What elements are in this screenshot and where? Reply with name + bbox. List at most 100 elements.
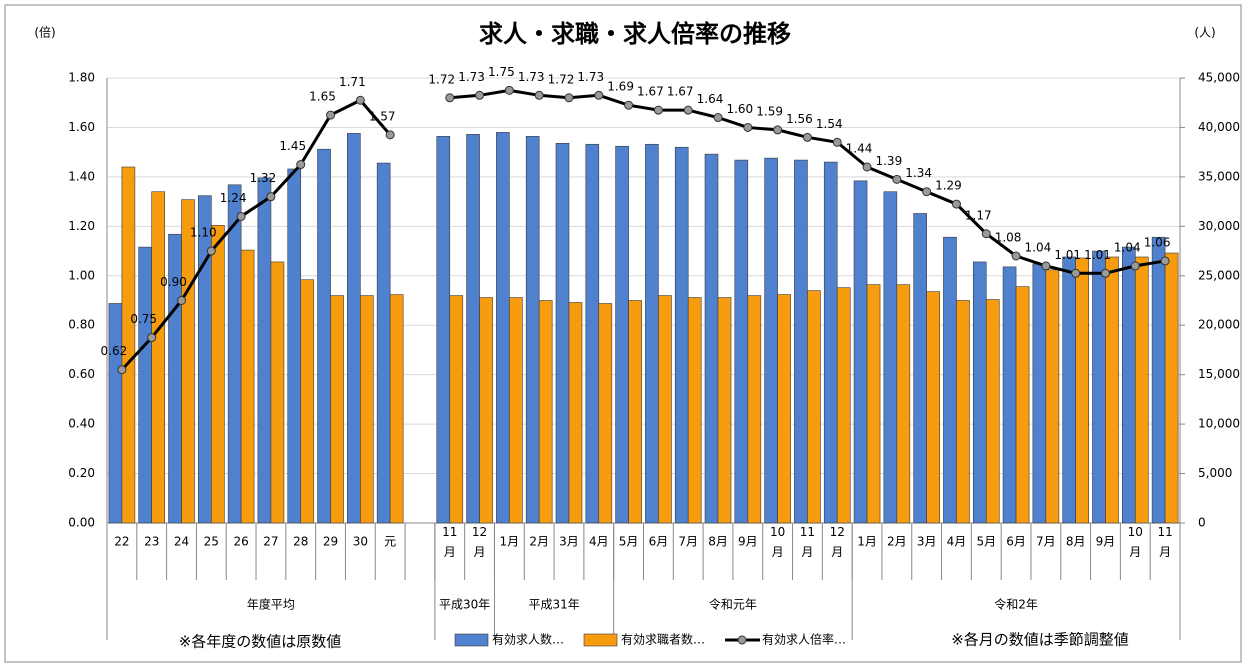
data-label: 1.71 <box>339 75 366 89</box>
data-label: 1.24 <box>220 191 247 205</box>
line-marker <box>236 211 246 221</box>
y-tick-label: 1.20 <box>68 219 95 233</box>
y2-tick-label: 40,000 <box>1198 120 1240 134</box>
bar <box>525 136 540 524</box>
bar <box>658 295 672 524</box>
bar <box>108 303 123 524</box>
x-tick-label: 2月 <box>529 535 549 549</box>
bar <box>836 287 851 524</box>
x-tick-label: 10 月 <box>770 525 785 559</box>
group-label: 令和元年 <box>709 597 757 612</box>
bar <box>347 133 361 524</box>
bar <box>615 145 629 524</box>
data-label: 1.75 <box>488 65 515 79</box>
bar <box>360 295 374 524</box>
y2-tick-label: 25,000 <box>1198 268 1240 282</box>
bar <box>538 300 553 524</box>
x-tick-label: 11 月 <box>800 525 815 559</box>
data-label: 1.59 <box>756 104 783 118</box>
bar <box>628 300 642 524</box>
data-label: 1.39 <box>875 154 902 168</box>
line-marker <box>892 174 902 184</box>
bar <box>1151 236 1166 524</box>
x-tick-label: 5月 <box>619 535 639 549</box>
x-tick-label: 29 <box>323 535 338 549</box>
x-tick-label: 8月 <box>708 535 728 549</box>
bar <box>121 166 136 524</box>
bar <box>317 148 331 524</box>
bar <box>913 213 927 524</box>
x-tick-label: 26 <box>233 535 248 549</box>
bar <box>943 236 957 524</box>
data-label: 1.56 <box>786 112 813 126</box>
bar <box>747 295 762 524</box>
bar <box>138 246 153 524</box>
bar <box>985 299 1000 524</box>
data-label: 1.08 <box>995 231 1022 245</box>
x-tick-label: 4月 <box>947 535 967 549</box>
bar <box>300 279 315 524</box>
bar <box>568 302 583 524</box>
bar <box>1134 256 1149 524</box>
bar <box>1075 257 1089 524</box>
bar <box>211 225 225 524</box>
bar <box>598 303 613 524</box>
line-marker <box>713 113 723 123</box>
y-tick-label: 1.80 <box>68 71 95 85</box>
bar <box>449 295 464 524</box>
y-tick-label: 1.60 <box>68 120 95 134</box>
bar <box>585 143 600 524</box>
x-tick-label: 7月 <box>1036 535 1056 549</box>
y-tick-label: 0.20 <box>68 466 95 480</box>
x-tick-label: 3月 <box>917 535 937 549</box>
data-label: 1.60 <box>726 102 753 116</box>
line-marker <box>326 110 336 120</box>
bar <box>972 261 987 524</box>
line-marker <box>147 333 157 343</box>
group-label: 平成30年 <box>439 598 490 612</box>
note: ※各月の数値は季節調整値 <box>951 631 1129 649</box>
bar <box>389 294 404 524</box>
data-label: 0.90 <box>160 275 187 289</box>
bar <box>1015 286 1030 524</box>
bar <box>777 294 791 524</box>
y2-tick-label: 35,000 <box>1198 169 1240 183</box>
bar <box>956 300 970 524</box>
legend-label: 有効求人倍率… <box>762 632 846 647</box>
x-tick-label: 12 月 <box>830 525 845 559</box>
line-marker <box>355 95 365 105</box>
legend-label: 有効求職者数… <box>621 632 705 647</box>
data-label: 1.45 <box>279 139 306 153</box>
x-tick-label: 4月 <box>589 535 609 549</box>
bar <box>1045 269 1060 524</box>
x-tick-label: 6月 <box>649 535 669 549</box>
data-label: 1.67 <box>637 85 664 99</box>
x-tick-label: 10 月 <box>1128 525 1143 559</box>
bar <box>330 295 344 524</box>
line-marker <box>1041 261 1051 271</box>
line-marker <box>564 93 574 103</box>
x-tick-label: 6月 <box>1006 535 1026 549</box>
bar <box>376 162 391 524</box>
y-tick-label: 0.40 <box>68 417 95 431</box>
note: ※各年度の数値は原数値 <box>179 633 342 651</box>
line-marker <box>266 192 276 202</box>
bar <box>257 177 272 524</box>
legend-swatch <box>583 633 618 647</box>
x-tick-label: 3月 <box>559 535 579 549</box>
bar <box>794 159 808 524</box>
legend-swatch <box>737 635 747 645</box>
line-marker <box>624 100 634 110</box>
x-tick-label: 8月 <box>1066 535 1086 549</box>
line-marker <box>832 137 842 147</box>
bar <box>496 132 510 524</box>
group-label: 年度平均 <box>247 597 295 612</box>
y-unit: (倍) <box>34 25 55 40</box>
data-label: 1.72 <box>548 72 575 86</box>
data-label: 1.67 <box>667 85 694 99</box>
bar <box>807 290 821 524</box>
line-marker <box>177 296 187 305</box>
x-tick-label: 7月 <box>678 535 698 549</box>
x-tick-label: 1月 <box>857 535 877 549</box>
bar <box>287 168 302 524</box>
